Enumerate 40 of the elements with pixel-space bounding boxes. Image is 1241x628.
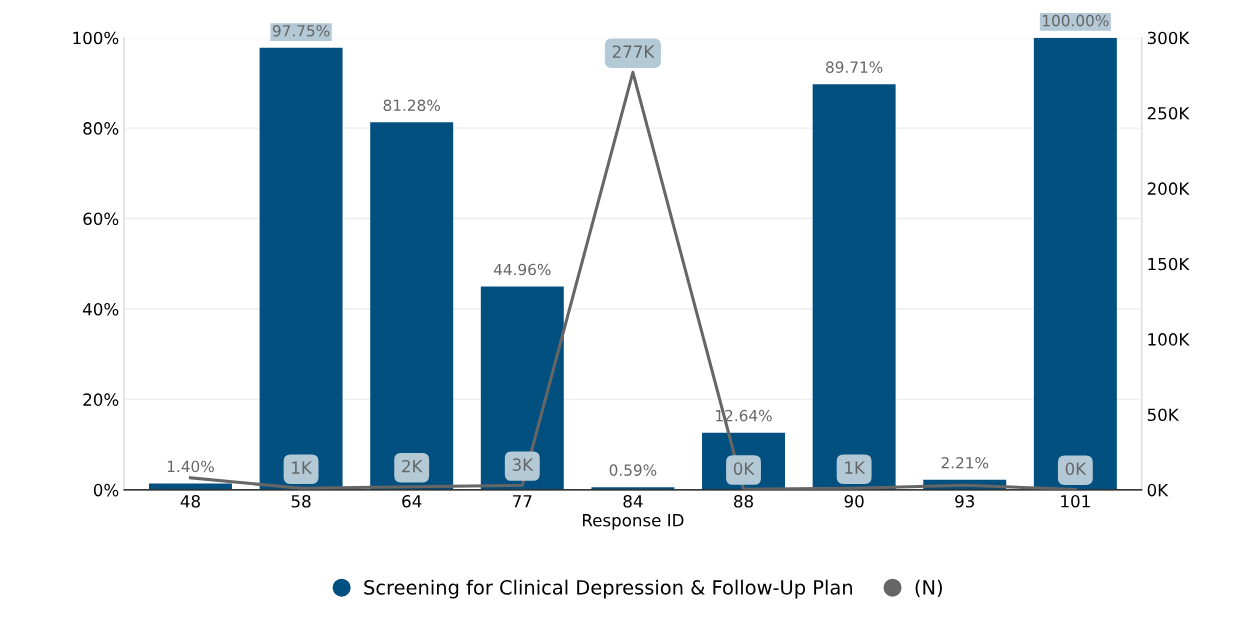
data-label: 89.71% [826, 61, 883, 73]
data-label: 81.28% [383, 99, 440, 112]
legend-label: (N) [915, 579, 942, 598]
y2-tick-label: 0K [1147, 483, 1169, 497]
x-tick-label: 88 [734, 495, 753, 508]
y-tick-label: 20% [83, 393, 119, 406]
data-label: 0K [733, 462, 755, 475]
data-label: 3K [512, 458, 534, 471]
x-tick-label: 101 [1061, 495, 1090, 508]
data-label: 44.96% [493, 263, 551, 276]
x-tick-label: 93 [955, 495, 975, 508]
x-tick-label: 84 [623, 495, 643, 508]
y2-tick-label: 300K [1147, 31, 1190, 45]
data-label: 277K [612, 45, 655, 58]
y-tick-label: 100% [73, 31, 119, 45]
y-tick-label: 80% [83, 122, 119, 135]
y-tick-label: 40% [83, 302, 119, 316]
x-tick-label: 48 [180, 495, 200, 508]
legend-label: Screening for Clinical Depression & Follow-Up Plan [364, 579, 852, 599]
x-axis-title: Response ID [583, 514, 684, 530]
x-tick-label: 77 [513, 495, 532, 508]
data-label: 1K [292, 461, 313, 474]
data-label: 2K [402, 459, 423, 473]
data-label: 0.59% [609, 464, 657, 476]
y-tick-label: 0% [93, 483, 119, 497]
y2-tick-label: 150K [1148, 257, 1190, 271]
data-label: 2.21% [941, 457, 989, 469]
x-tick-label: 90 [844, 495, 864, 508]
y2-tick-label: 250K [1147, 107, 1190, 120]
y2-tick-label: 200K [1147, 182, 1190, 195]
y2-tick-label: 50K [1147, 408, 1180, 422]
y-tick-label: 60% [83, 212, 119, 226]
data-label: 1.40% [167, 460, 214, 473]
data-label: 0K [1065, 462, 1087, 476]
data-label: 97.75% [272, 25, 330, 37]
x-tick-label: 64 [402, 495, 422, 508]
data-label: 100.00% [1043, 14, 1109, 27]
x-tick-label: 58 [291, 495, 311, 508]
data-label: 1K [845, 461, 866, 474]
y2-tick-label: 100K [1148, 333, 1190, 346]
